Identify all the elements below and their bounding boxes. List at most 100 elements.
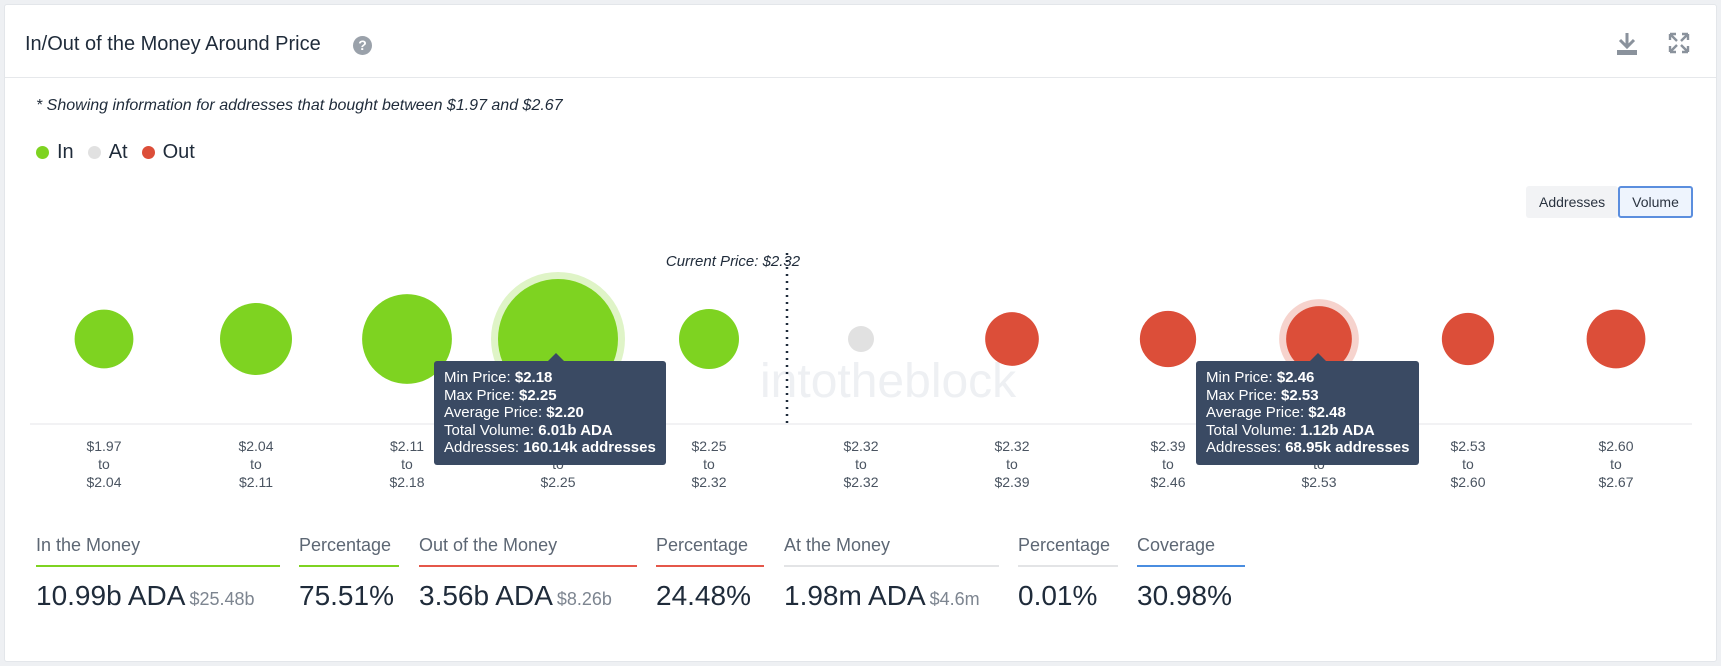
stat-out-of-the-money: Out of the Money 3.56b ADA $8.26b [419,535,637,612]
tooltip-volume-row: Total Volume: 1.12b ADA [1206,421,1375,439]
bubble-out [985,312,1039,366]
tick-label-from: $2.53 [1450,438,1485,454]
stat-out-percentage: Percentage 24.48% [656,535,764,612]
stat-in-percentage: Percentage 75.51% [299,535,399,612]
tick-label-from: $2.32 [843,438,878,454]
legend-label-at: At [108,141,128,163]
stat-underline [784,565,999,567]
stat-underline [1018,565,1118,567]
stat-label: Percentage [1018,535,1111,555]
watermark-text: intotheblock [760,355,1017,408]
question-circle-icon[interactable]: ? [353,36,372,55]
tick-label-to-word: to [1462,456,1474,472]
tick-label-to-word: to [250,456,262,472]
legend-item-at[interactable]: At [87,141,128,164]
tick-label-to-word: to [401,456,413,472]
stat-value: 30.98% [1137,580,1232,611]
bubble-in [362,294,452,384]
stat-underline [36,565,280,567]
stat-value: 10.99b ADA $25.48b [36,580,255,611]
stat-label: Percentage [299,535,392,555]
stat-usd-value: $4.6m [929,589,980,609]
legend-label-out: Out [162,141,195,163]
tick-label-from: $2.25 [691,438,726,454]
expand-icon[interactable] [1667,31,1691,55]
card-title: In/Out of the Money Around Price [25,33,321,55]
tooltip-min-row: Min Price: $2.18 [444,369,553,386]
tick-label-to: $2.32 [843,474,878,490]
metric-toggle: Addresses Volume [1526,186,1693,218]
tick-label-to: $2.32 [691,474,726,490]
tick-label-from: $2.04 [238,438,273,454]
tick-label-from: $2.60 [1598,438,1633,454]
bubble-out [1286,306,1352,372]
stat-value: 0.01% [1018,580,1098,611]
legend-dot-at [87,146,101,159]
tooltip-min-row: Min Price: $2.46 [1206,369,1315,386]
tooltip-avg-row: Average Price: $2.48 [1206,404,1346,421]
tooltip-addresses-row: Addresses: 160.14k addresses [444,439,656,456]
tick-label-to-word: to [703,456,715,472]
tick-label-to: $2.39 [994,474,1029,490]
tick-label-to: $2.25 [540,474,575,490]
legend-dot-out [141,146,155,159]
stat-label: Out of the Money [419,535,558,555]
tooltip-max-row: Max Price: $2.25 [444,386,557,404]
tick-label-to-word: to [855,456,867,472]
tick-label-to: $2.11 [239,474,273,490]
stat-label: At the Money [784,535,891,555]
stat-underline [419,565,637,567]
stat-underline [299,565,399,567]
addresses-button[interactable]: Addresses [1526,186,1619,218]
legend-label-in: In [57,141,74,163]
stat-coverage: Coverage 30.98% [1137,535,1245,612]
tick-label-to-word: to [1006,456,1018,472]
tick-label-to-word: to [1162,456,1174,472]
tooltip-addresses-row: Addresses: 68.95k addresses [1206,439,1410,456]
tick-label-to: $2.46 [1150,474,1185,490]
tooltip-avg-row: Average Price: $2.20 [444,404,584,421]
bubble-out [1139,310,1197,368]
download-icon[interactable] [1615,31,1639,57]
range-note: * Showing information for addresses that… [36,97,563,114]
stat-label: Percentage [656,535,749,555]
legend-item-out[interactable]: Out [141,141,195,164]
bubble-in [74,309,134,369]
bubble-in [679,309,739,369]
bubble-chart: intotheblock Current Price: $2.32 $1.97 to $… [30,253,1692,490]
tooltip-bucket-2-18: Min Price: $2.18 Max Price: $2.25 Averag… [434,353,666,465]
tick-label-from: $2.32 [994,438,1029,454]
stat-at-percentage: Percentage 0.01% [1018,535,1118,612]
stat-value: 75.51% [299,580,394,611]
stat-value: 3.56b ADA $8.26b [419,580,612,611]
bubble-out [1441,312,1495,366]
tick-label-to-word: to [1610,456,1622,472]
tick-label-to: $2.67 [1598,474,1633,490]
stat-label: Coverage [1137,535,1216,555]
bubble-in [220,303,292,375]
current-price-label: Current Price: $2.32 [666,253,801,270]
tooltip-volume-row: Total Volume: 6.01b ADA [444,421,613,439]
legend-dot-in [36,146,49,159]
legend-item-in[interactable]: In [36,141,74,164]
legend: In At Out [36,141,209,164]
bubble-at [848,326,874,352]
stat-underline [656,565,764,567]
tick-label-from: $2.11 [390,438,424,454]
stat-usd-value: $25.48b [189,589,255,609]
bubble-out [1586,309,1646,369]
card-header: In/Out of the Money Around Price ? [5,5,1716,78]
stat-label: In the Money [36,535,141,555]
tick-label-from: $2.39 [1150,438,1185,454]
stat-value: 1.98m ADA $4.6m [784,580,980,611]
tick-label-to: $2.53 [1301,474,1336,490]
volume-button[interactable]: Volume [1618,186,1693,218]
tick-label-to-word: to [98,456,110,472]
stat-usd-value: $8.26b [556,589,612,609]
tick-label-from: $1.97 [86,438,121,454]
stat-underline [1137,565,1245,567]
stat-value: 24.48% [656,580,751,611]
tick-label-to: $2.18 [389,474,424,490]
stat-in-the-money: In the Money 10.99b ADA $25.48b [36,535,280,612]
stat-at-the-money: At the Money 1.98m ADA $4.6m [784,535,999,612]
